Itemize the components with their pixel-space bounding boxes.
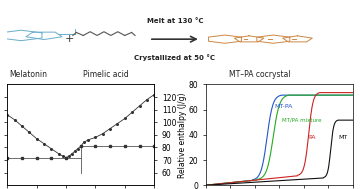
Text: Pimelic acid: Pimelic acid: [83, 70, 129, 79]
Text: Crystallized at 50 °C: Crystallized at 50 °C: [134, 54, 215, 61]
Text: PA: PA: [309, 135, 316, 140]
Text: MT/PA mixture: MT/PA mixture: [282, 117, 321, 122]
Text: MT-PA: MT-PA: [274, 104, 293, 109]
Text: Melt at 130 °C: Melt at 130 °C: [147, 18, 203, 24]
Y-axis label: Relative enthalpy (J/g): Relative enthalpy (J/g): [178, 92, 187, 178]
Text: Melatonin: Melatonin: [9, 70, 47, 79]
Text: +: +: [65, 34, 74, 44]
Text: MT–PA cocrystal: MT–PA cocrystal: [229, 70, 290, 79]
Text: MT: MT: [338, 135, 347, 140]
